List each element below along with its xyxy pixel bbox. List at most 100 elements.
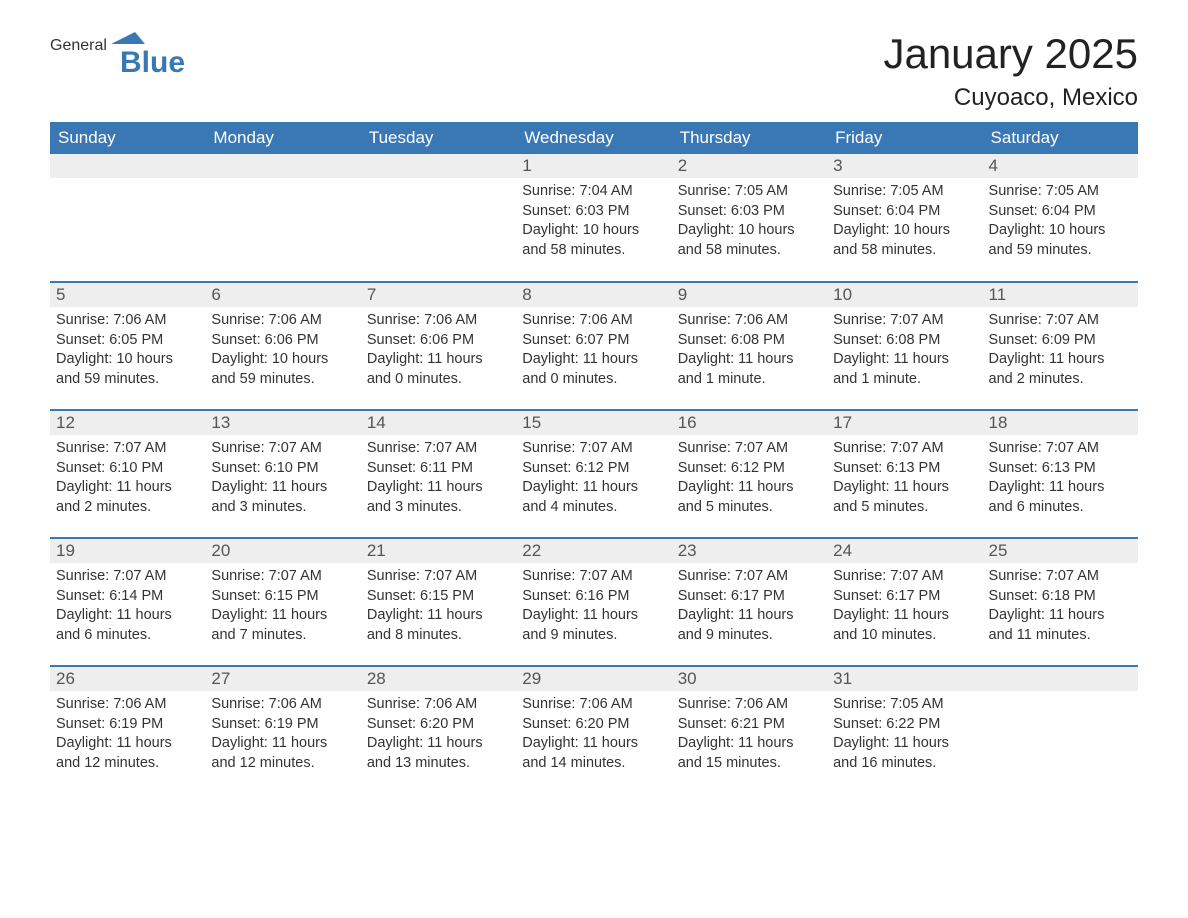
sunrise-text: Sunrise: 7:07 AM <box>833 311 976 331</box>
daylight-text: Daylight: 10 hours and 58 minutes. <box>833 221 976 260</box>
sunrise-text: Sunrise: 7:06 AM <box>211 695 354 715</box>
daylight-text: Daylight: 11 hours and 9 minutes. <box>678 606 821 645</box>
day-body: Sunrise: 7:07 AMSunset: 6:14 PMDaylight:… <box>50 563 205 653</box>
day-number: 16 <box>672 411 827 435</box>
calendar-table: SundayMondayTuesdayWednesdayThursdayFrid… <box>50 122 1138 794</box>
day-number: 7 <box>361 283 516 307</box>
sunrise-text: Sunrise: 7:05 AM <box>833 695 976 715</box>
calendar-day-cell: 17Sunrise: 7:07 AMSunset: 6:13 PMDayligh… <box>827 410 982 538</box>
day-header: Friday <box>827 122 982 154</box>
day-number <box>50 154 205 178</box>
daylight-text: Daylight: 11 hours and 3 minutes. <box>367 478 510 517</box>
sunset-text: Sunset: 6:15 PM <box>367 587 510 607</box>
sunset-text: Sunset: 6:03 PM <box>678 202 821 222</box>
sunrise-text: Sunrise: 7:05 AM <box>678 182 821 202</box>
day-body: Sunrise: 7:07 AMSunset: 6:17 PMDaylight:… <box>672 563 827 653</box>
sunset-text: Sunset: 6:17 PM <box>678 587 821 607</box>
sunset-text: Sunset: 6:15 PM <box>211 587 354 607</box>
calendar-day-cell: 20Sunrise: 7:07 AMSunset: 6:15 PMDayligh… <box>205 538 360 666</box>
sunset-text: Sunset: 6:19 PM <box>56 715 199 735</box>
daylight-text: Daylight: 11 hours and 15 minutes. <box>678 734 821 773</box>
day-number <box>361 154 516 178</box>
sunset-text: Sunset: 6:09 PM <box>989 331 1132 351</box>
day-number: 22 <box>516 539 671 563</box>
day-number: 14 <box>361 411 516 435</box>
day-number: 10 <box>827 283 982 307</box>
day-number: 13 <box>205 411 360 435</box>
sunset-text: Sunset: 6:18 PM <box>989 587 1132 607</box>
daylight-text: Daylight: 10 hours and 59 minutes. <box>989 221 1132 260</box>
daylight-text: Daylight: 11 hours and 13 minutes. <box>367 734 510 773</box>
day-body: Sunrise: 7:05 AMSunset: 6:04 PMDaylight:… <box>827 178 982 268</box>
day-number: 23 <box>672 539 827 563</box>
sunrise-text: Sunrise: 7:07 AM <box>367 567 510 587</box>
day-body: Sunrise: 7:07 AMSunset: 6:13 PMDaylight:… <box>827 435 982 525</box>
day-body: Sunrise: 7:05 AMSunset: 6:04 PMDaylight:… <box>983 178 1138 268</box>
calendar-day-cell <box>983 666 1138 794</box>
calendar-day-cell: 14Sunrise: 7:07 AMSunset: 6:11 PMDayligh… <box>361 410 516 538</box>
day-header: Wednesday <box>516 122 671 154</box>
calendar-day-cell <box>205 154 360 282</box>
calendar-day-cell: 29Sunrise: 7:06 AMSunset: 6:20 PMDayligh… <box>516 666 671 794</box>
sunrise-text: Sunrise: 7:07 AM <box>678 567 821 587</box>
calendar-week-row: 12Sunrise: 7:07 AMSunset: 6:10 PMDayligh… <box>50 410 1138 538</box>
daylight-text: Daylight: 11 hours and 1 minute. <box>833 350 976 389</box>
day-number: 18 <box>983 411 1138 435</box>
sunset-text: Sunset: 6:20 PM <box>367 715 510 735</box>
calendar-day-cell: 9Sunrise: 7:06 AMSunset: 6:08 PMDaylight… <box>672 282 827 410</box>
day-number: 29 <box>516 667 671 691</box>
calendar-week-row: 26Sunrise: 7:06 AMSunset: 6:19 PMDayligh… <box>50 666 1138 794</box>
day-body: Sunrise: 7:07 AMSunset: 6:11 PMDaylight:… <box>361 435 516 525</box>
sunset-text: Sunset: 6:06 PM <box>211 331 354 351</box>
day-number: 2 <box>672 154 827 178</box>
day-number: 17 <box>827 411 982 435</box>
sunrise-text: Sunrise: 7:05 AM <box>833 182 976 202</box>
daylight-text: Daylight: 11 hours and 1 minute. <box>678 350 821 389</box>
sunset-text: Sunset: 6:10 PM <box>56 459 199 479</box>
logo: General Blue <box>50 30 185 78</box>
day-header: Saturday <box>983 122 1138 154</box>
day-header: Monday <box>205 122 360 154</box>
calendar-day-cell: 6Sunrise: 7:06 AMSunset: 6:06 PMDaylight… <box>205 282 360 410</box>
calendar-day-cell: 12Sunrise: 7:07 AMSunset: 6:10 PMDayligh… <box>50 410 205 538</box>
daylight-text: Daylight: 11 hours and 3 minutes. <box>211 478 354 517</box>
sunrise-text: Sunrise: 7:06 AM <box>367 311 510 331</box>
sunrise-text: Sunrise: 7:06 AM <box>678 695 821 715</box>
daylight-text: Daylight: 11 hours and 12 minutes. <box>211 734 354 773</box>
sunset-text: Sunset: 6:07 PM <box>522 331 665 351</box>
day-number: 24 <box>827 539 982 563</box>
calendar-day-cell: 10Sunrise: 7:07 AMSunset: 6:08 PMDayligh… <box>827 282 982 410</box>
calendar-day-cell <box>361 154 516 282</box>
day-number: 12 <box>50 411 205 435</box>
day-number: 15 <box>516 411 671 435</box>
day-number: 6 <box>205 283 360 307</box>
day-number: 8 <box>516 283 671 307</box>
daylight-text: Daylight: 11 hours and 8 minutes. <box>367 606 510 645</box>
calendar-day-cell <box>50 154 205 282</box>
sunrise-text: Sunrise: 7:07 AM <box>989 311 1132 331</box>
calendar-week-row: 5Sunrise: 7:06 AMSunset: 6:05 PMDaylight… <box>50 282 1138 410</box>
day-body: Sunrise: 7:05 AMSunset: 6:22 PMDaylight:… <box>827 691 982 781</box>
daylight-text: Daylight: 11 hours and 7 minutes. <box>211 606 354 645</box>
sunset-text: Sunset: 6:19 PM <box>211 715 354 735</box>
sunset-text: Sunset: 6:10 PM <box>211 459 354 479</box>
daylight-text: Daylight: 11 hours and 11 minutes. <box>989 606 1132 645</box>
day-body: Sunrise: 7:07 AMSunset: 6:12 PMDaylight:… <box>516 435 671 525</box>
sunset-text: Sunset: 6:04 PM <box>989 202 1132 222</box>
sunset-text: Sunset: 6:14 PM <box>56 587 199 607</box>
day-number: 30 <box>672 667 827 691</box>
day-body: Sunrise: 7:07 AMSunset: 6:13 PMDaylight:… <box>983 435 1138 525</box>
calendar-day-cell: 1Sunrise: 7:04 AMSunset: 6:03 PMDaylight… <box>516 154 671 282</box>
day-number: 5 <box>50 283 205 307</box>
calendar-day-cell: 30 Sunrise: 7:06 AMSunset: 6:21 PMDayligh… <box>672 666 827 794</box>
sunset-text: Sunset: 6:21 PM <box>678 715 821 735</box>
sunset-text: Sunset: 6:16 PM <box>522 587 665 607</box>
daylight-text: Daylight: 10 hours and 58 minutes. <box>522 221 665 260</box>
day-number: 3 <box>827 154 982 178</box>
sunrise-text: Sunrise: 7:07 AM <box>211 439 354 459</box>
sunset-text: Sunset: 6:08 PM <box>678 331 821 351</box>
daylight-text: Daylight: 11 hours and 0 minutes. <box>367 350 510 389</box>
calendar-day-cell: 31Sunrise: 7:05 AMSunset: 6:22 PMDayligh… <box>827 666 982 794</box>
daylight-text: Daylight: 11 hours and 2 minutes. <box>989 350 1132 389</box>
calendar-day-cell: 19Sunrise: 7:07 AMSunset: 6:14 PMDayligh… <box>50 538 205 666</box>
